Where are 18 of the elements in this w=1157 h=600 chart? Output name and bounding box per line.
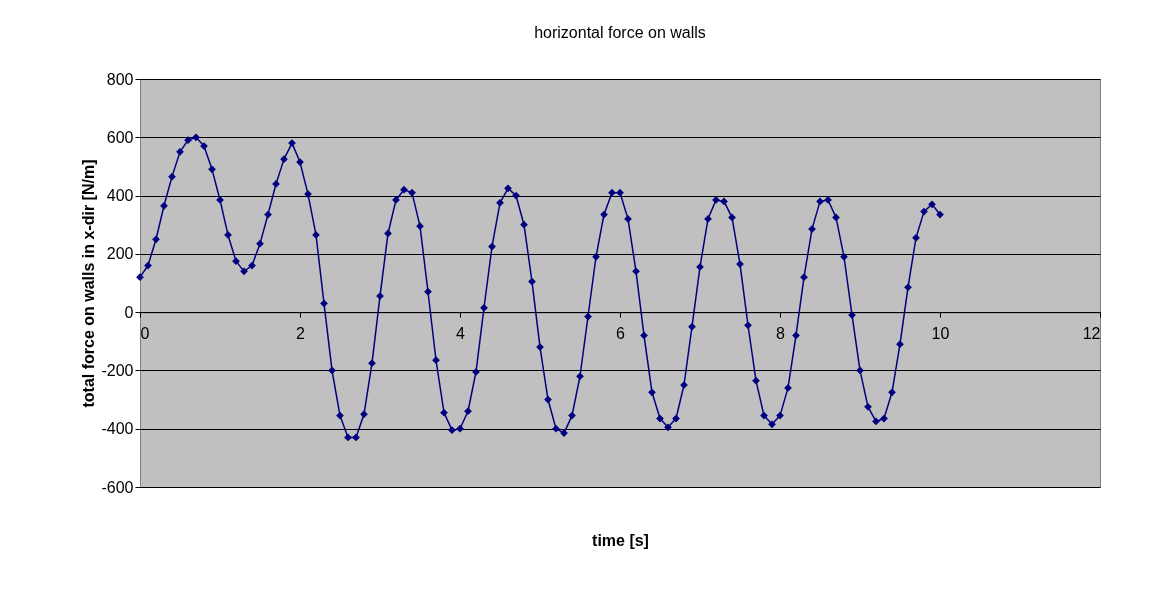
- y-tick-label: 800: [106, 70, 134, 88]
- y-tick-label: 200: [106, 245, 134, 263]
- y-tick-label: 400: [106, 187, 134, 205]
- y-axis-title: total force on walls in x-dir [N/m]: [80, 159, 98, 408]
- x-tick-label: 10: [931, 324, 950, 342]
- y-tick-label: 0: [124, 303, 134, 321]
- x-axis-title: time [s]: [592, 531, 649, 549]
- x-tick-label: 2: [296, 324, 306, 342]
- y-tick-label: 600: [106, 128, 134, 146]
- x-tick-label: 6: [616, 324, 626, 342]
- chart-title: horizontal force on walls: [534, 24, 706, 41]
- x-tick-label: 4: [456, 324, 466, 342]
- x-tick-label: 0: [140, 324, 150, 342]
- x-tick-label: 8: [776, 324, 786, 342]
- x-tick-label: 12: [1082, 324, 1101, 342]
- y-tick-label: -200: [101, 361, 134, 379]
- y-tick-label: -400: [101, 420, 134, 438]
- y-tick-label: -600: [101, 478, 134, 496]
